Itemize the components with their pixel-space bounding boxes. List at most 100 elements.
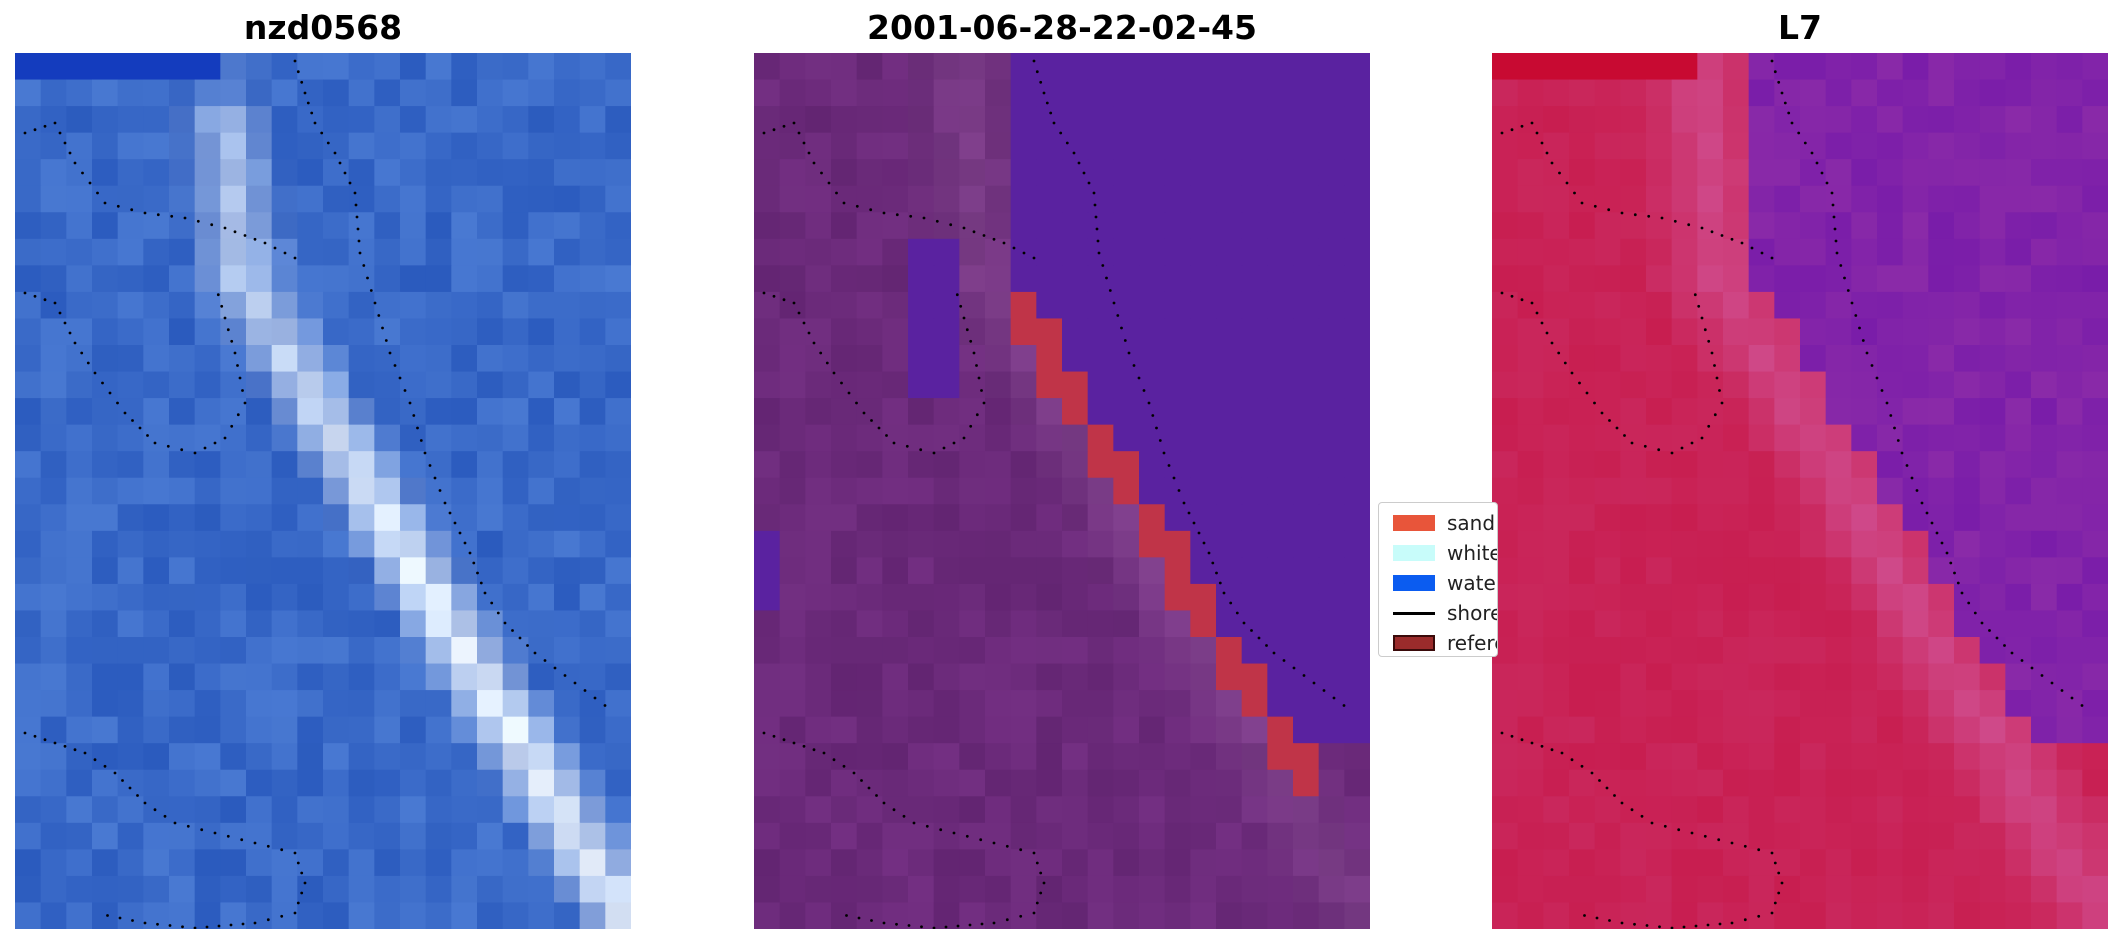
pixel-cell xyxy=(856,79,883,107)
pixel-cell xyxy=(1877,875,1904,904)
pixel-cell xyxy=(169,875,196,904)
pixel-cell xyxy=(1671,663,1698,691)
pixel-cell xyxy=(1825,451,1852,479)
pixel-cell xyxy=(1569,451,1596,479)
pixel-cell xyxy=(1164,132,1191,160)
pixel-cell xyxy=(1190,345,1217,373)
pixel-cell xyxy=(1569,504,1596,532)
shoreline-dot xyxy=(812,341,816,345)
pixel-cell xyxy=(425,583,452,612)
pixel-cell xyxy=(882,345,909,373)
pixel-cell xyxy=(985,291,1012,320)
pixel-cell xyxy=(1620,822,1647,850)
shoreline-dot xyxy=(1743,844,1747,848)
shoreline-dot xyxy=(1787,111,1791,115)
pixel-cell xyxy=(1800,849,1827,877)
pixel-cell xyxy=(2056,663,2083,691)
pixel-cell xyxy=(66,265,93,293)
pixel-cell xyxy=(882,53,909,81)
pixel-cell xyxy=(554,716,581,744)
pixel-cell xyxy=(400,530,427,558)
shoreline-dot xyxy=(101,381,104,385)
pixel-cell xyxy=(1318,451,1345,479)
pixel-cell xyxy=(477,185,504,213)
pixel-cell xyxy=(1113,451,1140,479)
pixel-cell xyxy=(1241,371,1268,399)
pixel-cell xyxy=(143,530,170,558)
pixel-cell xyxy=(40,424,67,452)
pixel-cell xyxy=(579,79,606,107)
pixel-cell xyxy=(1671,318,1698,346)
pixel-cell xyxy=(1748,477,1775,505)
pixel-cell xyxy=(374,902,401,929)
pixel-cell xyxy=(1877,265,1904,293)
pixel-cell xyxy=(985,849,1012,877)
pixel-cell xyxy=(1697,265,1724,293)
pixel-cell xyxy=(246,637,273,665)
pixel-cell xyxy=(985,477,1012,505)
pixel-cell xyxy=(554,132,581,160)
pixel-cell xyxy=(579,265,606,293)
pixel-cell xyxy=(554,504,581,532)
pixel-cell xyxy=(323,265,350,293)
pixel-cell xyxy=(1902,53,1929,81)
pixel-cell xyxy=(117,716,144,744)
pixel-cell xyxy=(779,424,806,452)
pixel-cell xyxy=(246,398,273,426)
shoreline-dot xyxy=(1861,339,1865,342)
pixel-cell xyxy=(477,637,504,665)
pixel-cell xyxy=(169,424,196,452)
pixel-cell xyxy=(348,185,375,213)
pixel-cell xyxy=(1697,504,1724,532)
pixel-cell xyxy=(1164,185,1191,213)
shoreline-dot xyxy=(1893,426,1896,430)
pixel-cell xyxy=(1293,318,1320,346)
pixel-cell xyxy=(425,53,452,81)
shoreline-dot xyxy=(1710,230,1714,234)
pixel-cell xyxy=(1979,185,2006,213)
pixel-cell xyxy=(477,451,504,479)
pixel-cell xyxy=(779,875,806,904)
pixel-cell xyxy=(579,451,606,479)
pixel-cell xyxy=(374,743,401,771)
shoreline-dot xyxy=(213,831,217,835)
pixel-cell xyxy=(2005,637,2032,665)
pixel-cell xyxy=(1517,106,1544,134)
pixel-cell xyxy=(1697,106,1724,134)
pixel-cell xyxy=(831,796,858,824)
shoreline-dot xyxy=(603,704,607,707)
pixel-cell xyxy=(451,716,478,744)
pixel-cell xyxy=(1517,557,1544,585)
pixel-cell xyxy=(1646,504,1673,532)
pixel-cell xyxy=(1979,875,2006,904)
pixel-cell xyxy=(1620,265,1647,293)
pixel-cell xyxy=(1344,849,1370,877)
pixel-cell xyxy=(2056,690,2083,718)
pixel-cell xyxy=(908,79,935,107)
pixel-cell xyxy=(1087,902,1114,929)
pixel-cell xyxy=(1671,212,1698,240)
shoreline-dot xyxy=(1094,215,1098,219)
pixel-cell xyxy=(1594,345,1621,373)
pixel-cell xyxy=(1517,637,1544,665)
pixel-cell xyxy=(1543,583,1570,612)
shoreline-dot xyxy=(840,381,843,385)
shoreline-dot xyxy=(1777,871,1781,875)
pixel-cell xyxy=(220,345,247,373)
pixel-cell xyxy=(1620,212,1647,240)
pixel-cell xyxy=(959,451,986,479)
pixel-cell xyxy=(1620,690,1647,718)
pixel-cell xyxy=(1671,716,1698,744)
pixel-cell xyxy=(882,79,909,107)
shoreline-dot xyxy=(1242,621,1246,625)
pixel-cell xyxy=(92,238,119,266)
pixel-cell xyxy=(579,371,606,399)
pixel-cell xyxy=(477,663,504,691)
pixel-cell xyxy=(1620,106,1647,134)
shoreline-dot xyxy=(1706,923,1710,927)
shoreline-dot xyxy=(977,376,981,380)
pixel-cell xyxy=(2082,610,2108,638)
pixel-cell xyxy=(1190,875,1217,904)
pixel-cell xyxy=(1620,238,1647,266)
pixel-cell xyxy=(1517,53,1544,81)
